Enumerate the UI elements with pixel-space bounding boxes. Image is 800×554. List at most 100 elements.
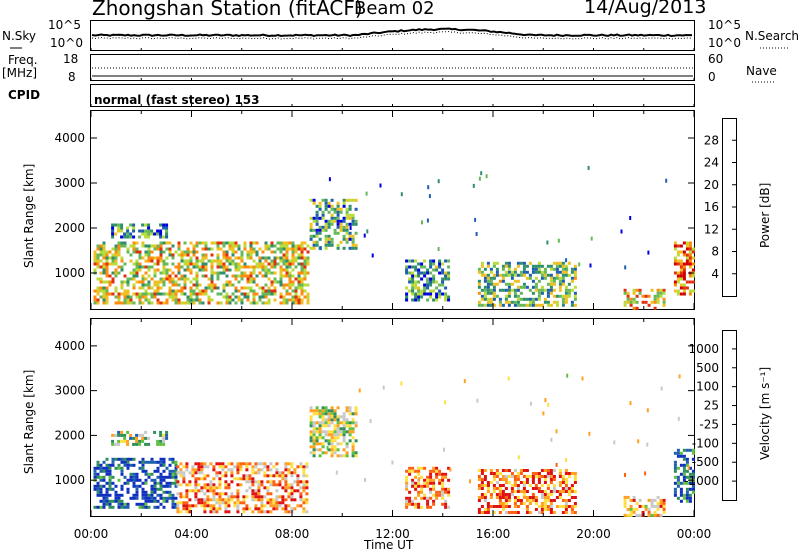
heatmap-cell	[417, 262, 421, 266]
heatmap-cell	[480, 303, 484, 307]
heatmap-cell	[495, 496, 499, 499]
heatmap-cell	[99, 277, 103, 281]
heatmap-cell	[120, 457, 124, 461]
heatmap-cell	[312, 454, 316, 458]
heatmap-cell	[348, 213, 352, 217]
heatmap-cell	[117, 229, 121, 233]
heatmap-cell	[558, 472, 562, 475]
heatmap-cell	[194, 492, 198, 496]
heatmap-cell	[688, 487, 692, 491]
heatmap-cell	[114, 484, 118, 488]
heatmap-cell	[330, 216, 334, 220]
heatmap-cell	[150, 292, 154, 296]
heatmap-cell	[573, 490, 577, 493]
heatmap-cell	[318, 424, 322, 428]
heatmap-cell	[546, 264, 550, 268]
heatmap-cell	[423, 481, 427, 485]
heatmap-cell	[510, 282, 514, 286]
heatmap-cell	[540, 291, 544, 295]
heatmap-cell	[492, 484, 496, 487]
heatmap-cell	[691, 280, 695, 284]
heatmap-cell	[519, 273, 523, 277]
heatmap-cell	[327, 412, 331, 416]
heatmap-cell	[688, 259, 692, 263]
heatmap-cell	[318, 237, 322, 241]
heatmap-cell	[272, 465, 276, 469]
heatmap-cell	[641, 513, 645, 517]
heatmap-cell	[236, 510, 240, 514]
velocity-heatmap	[93, 373, 695, 517]
heatmap-cell	[537, 288, 541, 292]
heatmap-cell	[688, 448, 692, 452]
heatmap-cell	[318, 216, 322, 220]
heatmap-cell	[477, 300, 481, 304]
heatmap-cell	[552, 487, 556, 490]
heatmap-cell	[132, 481, 136, 485]
heatmap-cell	[231, 274, 235, 278]
heatmap-cell	[236, 501, 240, 505]
heatmap-cell	[540, 505, 544, 508]
nsky-line	[91, 27, 692, 38]
heatmap-cell	[549, 493, 553, 496]
heatmap-cell	[117, 247, 121, 251]
heatmap-cell	[225, 250, 229, 254]
heatmap-cell	[123, 289, 127, 293]
heatmap-cell	[114, 433, 118, 437]
heatmap-cell	[291, 301, 295, 305]
heatmap-cell	[123, 505, 127, 509]
heatmap-cell	[321, 216, 325, 220]
heatmap-cell	[275, 471, 279, 475]
heatmap-cell	[656, 288, 660, 292]
heatmap-cell	[531, 267, 535, 271]
heatmap-cell	[662, 288, 666, 292]
heatmap-cell	[171, 256, 175, 260]
heatmap-cell	[177, 268, 181, 272]
station-title: Zhongshan Station (fitACF)	[92, 0, 363, 20]
heatmap-cell	[141, 505, 145, 509]
heatmap-cell	[324, 240, 328, 244]
heatmap-cell	[126, 289, 130, 293]
heatmap-cell	[411, 274, 415, 278]
heatmap-cell	[333, 231, 337, 235]
heatmap-cell	[279, 259, 283, 263]
heatmap-cell	[105, 259, 109, 263]
heatmap-cell	[204, 265, 208, 269]
heatmap-cell	[294, 298, 298, 302]
heatmap-cell	[273, 292, 277, 296]
heatmap-cell	[156, 298, 160, 302]
heatmap-cell	[197, 471, 201, 475]
heatmap-cell	[218, 480, 222, 484]
heatmap-cell	[613, 440, 616, 445]
heatmap-cell	[531, 264, 535, 268]
heatmap-cell	[629, 510, 633, 514]
heatmap-cell	[297, 244, 301, 248]
heatmap-cell	[305, 465, 309, 469]
heatmap-cell	[195, 262, 199, 266]
heatmap-cell	[269, 462, 273, 466]
heatmap-cell	[242, 495, 246, 499]
heatmap-cell	[312, 409, 316, 413]
heatmap-cell	[537, 267, 541, 271]
heatmap-cell	[279, 247, 283, 251]
heatmap-cell	[269, 468, 273, 472]
heatmap-cell	[411, 289, 415, 293]
heatmap-cell	[501, 288, 505, 292]
heatmap-cell	[165, 481, 169, 485]
heatmap-cell	[685, 262, 689, 266]
heatmap-cell	[318, 201, 322, 205]
heatmap-cell	[273, 286, 277, 290]
heatmap-cell	[472, 183, 475, 188]
heatmap-cell	[299, 465, 303, 469]
heatmap-cell	[252, 295, 256, 299]
heatmap-cell	[588, 431, 591, 436]
heatmap-cell	[102, 241, 106, 245]
heatmap-cell	[438, 469, 442, 473]
heatmap-cell	[239, 465, 243, 469]
heatmap-cell	[129, 457, 133, 461]
heatmap-cell	[647, 507, 651, 511]
heatmap-cell	[549, 502, 553, 505]
heatmap-cell	[129, 277, 133, 281]
heatmap-cell	[236, 483, 240, 487]
heatmap-cell	[296, 474, 300, 478]
heatmap-cell	[641, 510, 645, 514]
